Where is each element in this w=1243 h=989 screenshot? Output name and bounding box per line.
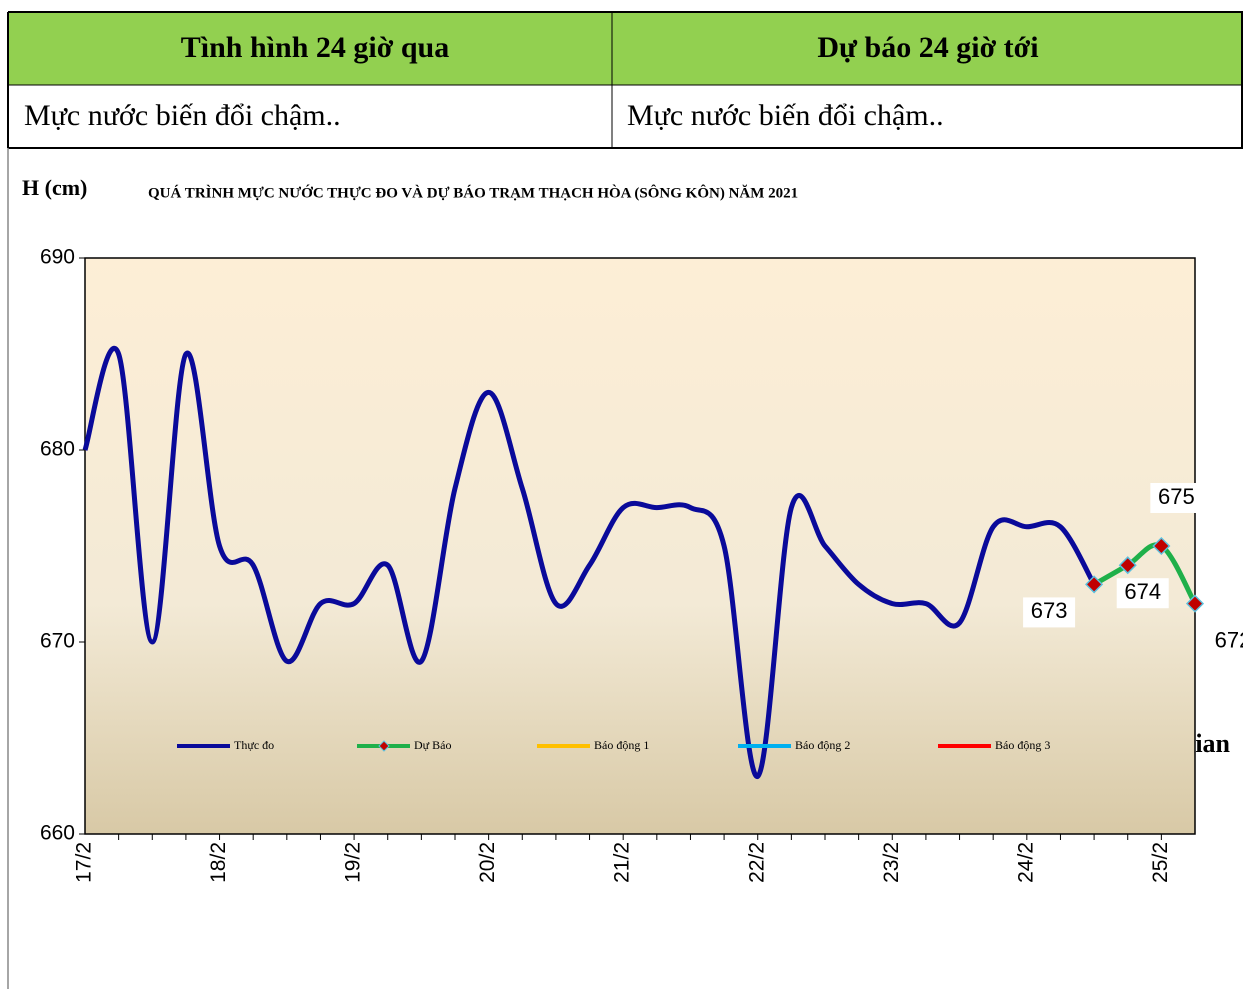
series-line [82,346,1097,779]
legend-marker [378,740,390,752]
series-line [1092,542,1198,605]
x-tick-label: 21/2 [611,842,634,883]
point-marker [1085,575,1104,594]
chart-title: QUÁ TRÌNH MỰC NƯỚC THỰC ĐO VÀ DỰ BÁO TRẠ… [148,184,798,201]
x-tick-label: 24/2 [1014,842,1037,883]
point-marker [1118,556,1137,575]
table-header: Tình hình 24 giờ qua [181,31,449,64]
x-tick-label: 22/2 [745,842,768,883]
table-header: Dự báo 24 giờ tới [817,31,1038,64]
x-tick-label: 17/2 [73,842,96,883]
y-tick-label: 680 [40,438,75,461]
plot-area [84,257,1196,835]
y-tick-label: 690 [40,246,75,269]
y-tick-label: 670 [40,630,75,653]
legend-label: Dự Báo [414,738,452,752]
x-tick-label: 23/2 [880,842,903,883]
data-label-bg [1023,597,1076,628]
data-label: 672 [1215,627,1243,652]
x-tick-label: 18/2 [207,842,230,883]
legend-label: Báo động 1 [594,738,649,752]
data-label-bg [1116,578,1169,609]
x-tick-label: 19/2 [342,842,365,883]
data-label: 674 [1124,579,1161,604]
y-tick-label: 660 [40,822,75,845]
data-label-bg [1207,626,1243,657]
table-cell: Mực nước biến đổi chậm.. [24,99,341,132]
legend-label: Báo động 2 [795,738,850,752]
data-label: 673 [1031,598,1068,623]
legend-label: Thực đo [234,738,274,752]
data-label: 675 [1158,484,1195,509]
x-tick-label: 25/2 [1149,842,1172,883]
legend-label: Báo động 3 [995,738,1050,752]
y-axis-label: H (cm) [22,175,87,200]
point-marker [1152,536,1171,556]
table-cell: Mực nước biến đổi chậm.. [627,99,944,132]
table-header-bg [8,12,1243,85]
x-tick-label: 20/2 [476,842,499,883]
point-marker [1185,594,1205,613]
data-label-bg [1150,483,1203,513]
